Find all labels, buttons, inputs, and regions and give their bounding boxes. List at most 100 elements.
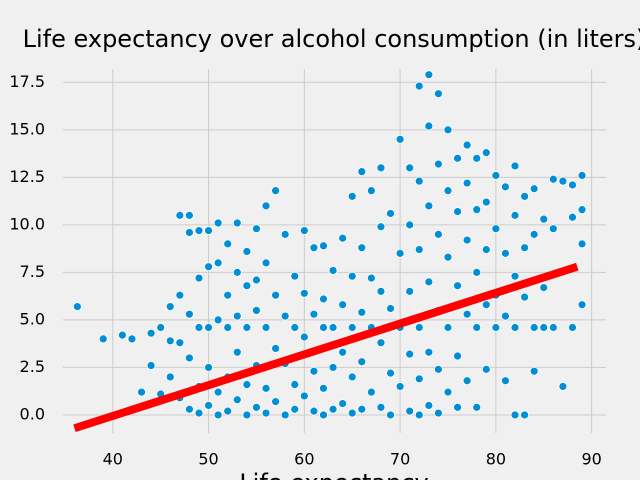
point (309, 309, 319, 319)
point (529, 184, 539, 194)
point (319, 383, 328, 393)
point (223, 406, 233, 416)
point (520, 292, 529, 302)
point (252, 402, 261, 412)
point (117, 330, 127, 340)
point (414, 410, 424, 420)
point (405, 163, 415, 173)
point (156, 323, 166, 332)
point (213, 410, 223, 420)
point (405, 406, 415, 416)
point (395, 248, 405, 258)
point (472, 402, 482, 412)
point (386, 304, 395, 313)
point (280, 410, 290, 420)
point (510, 410, 520, 420)
point (185, 404, 194, 414)
point (462, 178, 472, 188)
x-tick-label: 90 (581, 450, 601, 469)
point (252, 224, 261, 234)
point (165, 302, 175, 311)
point (290, 323, 300, 332)
point (290, 380, 300, 389)
point (558, 382, 568, 391)
point (548, 224, 558, 234)
point (98, 334, 108, 344)
point (319, 323, 328, 332)
y-tick-label: 7.5 (20, 262, 45, 281)
point (577, 171, 587, 180)
point (271, 397, 281, 407)
point (194, 273, 204, 283)
point (424, 121, 434, 131)
y-tick-label: 0.0 (20, 404, 45, 423)
point (319, 410, 328, 420)
point (261, 258, 271, 268)
point (366, 186, 376, 196)
point (558, 176, 568, 186)
point (568, 212, 577, 222)
point (185, 309, 194, 319)
point (462, 235, 472, 245)
point (577, 205, 587, 215)
point (434, 159, 443, 169)
point (376, 338, 386, 348)
point (165, 336, 175, 346)
point (252, 305, 261, 315)
point (568, 180, 577, 190)
point (309, 243, 319, 253)
point (146, 328, 156, 338)
point (510, 161, 520, 171)
point (491, 171, 501, 180)
point (261, 383, 271, 393)
point (347, 191, 357, 201)
point (453, 402, 462, 412)
point (548, 323, 558, 332)
point (376, 402, 386, 412)
point (232, 267, 242, 277)
point (338, 300, 348, 310)
point (213, 218, 223, 228)
point (395, 382, 405, 391)
point (405, 220, 415, 230)
point (328, 266, 338, 275)
point (414, 323, 424, 332)
point (204, 401, 213, 410)
point (271, 290, 281, 300)
point (347, 323, 357, 332)
point (424, 347, 434, 357)
point (299, 226, 309, 235)
point (299, 391, 309, 401)
point (491, 323, 501, 332)
point (175, 210, 185, 220)
x-tick-label: 50 (198, 450, 218, 469)
point (357, 243, 367, 253)
point (261, 408, 271, 418)
point (443, 387, 453, 397)
point (280, 311, 290, 321)
point (232, 395, 242, 405)
point (185, 353, 194, 363)
point (280, 229, 290, 239)
point (290, 271, 300, 281)
point (185, 228, 194, 237)
y-tick-label: 5.0 (20, 309, 45, 328)
point (271, 186, 281, 196)
point (261, 323, 271, 332)
point (510, 210, 520, 220)
point (290, 404, 300, 414)
point (72, 302, 82, 311)
point (520, 410, 529, 420)
point (462, 376, 472, 386)
point (472, 267, 482, 277)
point (510, 271, 520, 281)
y-tick-label: 12.5 (9, 167, 45, 186)
point (424, 277, 434, 287)
point (165, 372, 175, 382)
point (462, 140, 472, 150)
point (491, 224, 501, 234)
y-tick-label: 15.0 (9, 119, 45, 138)
chart-title: Life expectancy over alcohol consumption… (23, 25, 640, 53)
point (577, 300, 587, 310)
